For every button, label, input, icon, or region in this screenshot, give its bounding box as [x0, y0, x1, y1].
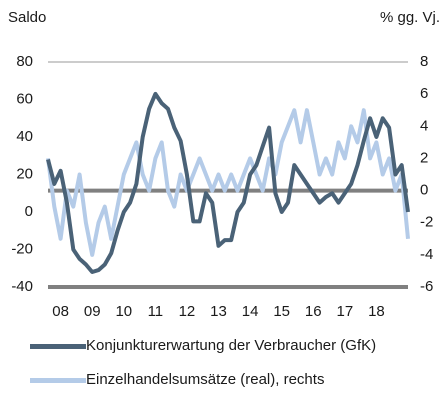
- x-tick-label: 16: [305, 303, 322, 320]
- x-tick-label: 09: [84, 303, 101, 320]
- y-tick-label: 40: [16, 128, 33, 145]
- legend-item: Einzelhandelsumsätze (real), rechts: [30, 372, 386, 388]
- y-tick-label: 20: [16, 165, 33, 182]
- legend-label: Einzelhandelsumsätze (real), rechts: [86, 371, 325, 388]
- y-axis-label: Saldo: [8, 9, 46, 26]
- x-tick-label: 14: [242, 303, 259, 320]
- x-tick-label: 13: [210, 303, 227, 320]
- y2-axis-label: % gg. Vj.: [380, 9, 440, 26]
- y-tick-label: 80: [16, 53, 33, 70]
- x-tick-label: 08: [52, 303, 69, 320]
- x-tick-label: 17: [336, 303, 353, 320]
- x-tick-label: 12: [179, 303, 196, 320]
- y2-tick-label: 6: [420, 85, 428, 102]
- x-tick-label: 10: [115, 303, 132, 320]
- y2-tick-label: -2: [420, 214, 433, 231]
- y2-tick-label: 0: [420, 182, 428, 199]
- y2-tick-label: -4: [420, 246, 433, 263]
- x-tick-label: 15: [273, 303, 290, 320]
- y-tick-label: -40: [11, 278, 33, 295]
- legend-item: Konjunkturerwartung der Verbraucher (GfK…: [30, 338, 386, 354]
- series-line: [46, 91, 410, 274]
- y-tick-label: 60: [16, 90, 33, 107]
- y2-tick-label: 8: [420, 53, 428, 70]
- legend-swatch: [30, 378, 86, 383]
- y-tick-label: 0: [25, 203, 33, 220]
- x-tick-label: 11: [148, 303, 164, 320]
- x-tick-label: 18: [368, 303, 385, 320]
- series-line: [46, 108, 410, 257]
- legend-swatch: [30, 344, 86, 349]
- y2-tick-label: 4: [420, 117, 428, 134]
- y2-tick-label: -6: [420, 278, 433, 295]
- y2-tick-label: 2: [420, 149, 428, 166]
- legend-label: Konjunkturerwartung der Verbraucher (GfK…: [86, 337, 377, 354]
- y-tick-label: -20: [11, 240, 33, 257]
